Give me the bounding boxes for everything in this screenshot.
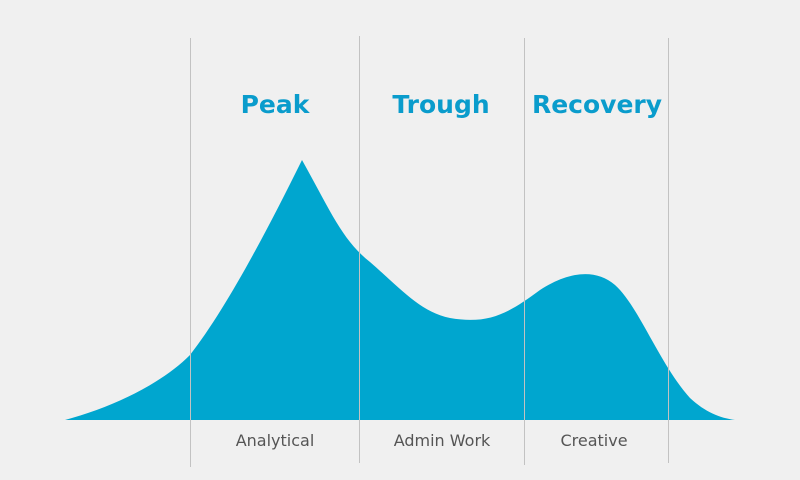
phase-title-peak: Peak [241, 90, 311, 119]
phase-title-recovery: Recovery [532, 90, 662, 119]
task-label-analytical: Analytical [236, 431, 315, 450]
phase-title-trough: Trough [392, 90, 489, 119]
task-label-creative: Creative [560, 431, 627, 450]
task-label-admin-work: Admin Work [394, 431, 491, 450]
energy-curve [65, 160, 735, 420]
